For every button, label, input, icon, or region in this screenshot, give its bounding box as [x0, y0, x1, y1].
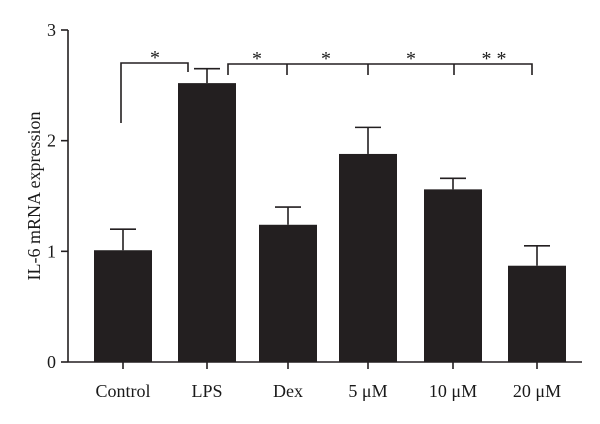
bar: [94, 250, 152, 362]
y-tick-label: 1: [47, 241, 56, 261]
bar: [508, 265, 566, 362]
x-tick-label: 5 μM: [348, 381, 387, 401]
bar: [259, 224, 317, 362]
bars: [94, 83, 566, 363]
y-tick-label: 0: [47, 352, 56, 372]
x-tick-labels: Control LPS Dex 5 μM 10 μM 20 μM: [95, 362, 561, 401]
error-bars: [110, 67, 550, 266]
y-tick-label: 2: [47, 131, 56, 151]
sig-lps-10um: *: [406, 48, 416, 70]
x-tick-label: Control: [95, 381, 150, 401]
y-axis-title: IL-6 mRNA expression: [24, 112, 44, 281]
sig-lps-20um: * *: [482, 48, 507, 70]
sig-lps-5um: *: [321, 48, 331, 70]
significance-brackets: * * * * * *: [120, 47, 533, 123]
y-tick-labels: 0 1 2 3: [47, 20, 68, 372]
x-tick-label: 10 μM: [429, 381, 477, 401]
sig-control-lps: *: [150, 47, 160, 69]
x-tick-label: 20 μM: [513, 381, 561, 401]
y-tick-label: 3: [47, 20, 56, 40]
bracket-control-lps: [120, 62, 189, 123]
bar: [424, 189, 482, 362]
x-tick-label: Dex: [273, 381, 303, 401]
bar: [178, 83, 236, 363]
bracket-lps-treatments: [227, 63, 533, 75]
axes: [67, 30, 582, 363]
x-tick-label: LPS: [191, 381, 222, 401]
sig-lps-dex: *: [252, 48, 262, 70]
bar: [339, 153, 397, 362]
